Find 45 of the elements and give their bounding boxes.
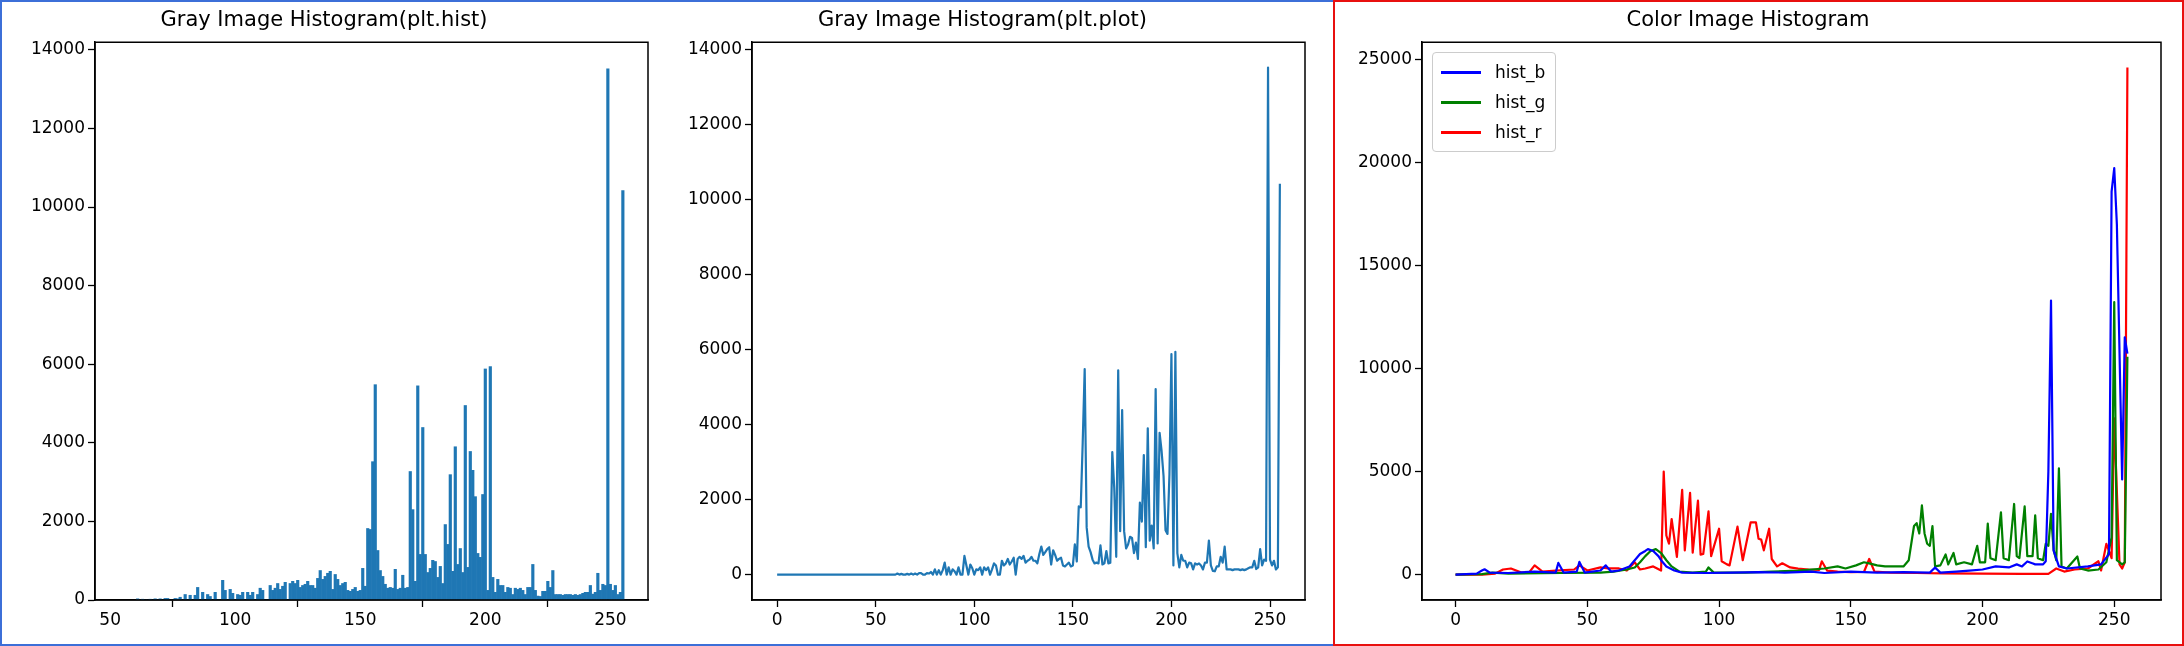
x-tick-label: 0 xyxy=(771,608,783,629)
y-tick-label: 5000 xyxy=(1368,460,1412,481)
x-tick-label: 250 xyxy=(594,608,627,629)
x-tick-label: 200 xyxy=(1966,608,1999,629)
y-tick-label: 0 xyxy=(74,588,85,609)
y-tick-label: 12000 xyxy=(687,112,742,133)
x-tick-label: 0 xyxy=(1450,608,1462,629)
y-tick-label: 6000 xyxy=(41,352,85,373)
x-tick-label: 150 xyxy=(344,608,377,629)
y-tick-label: 10000 xyxy=(30,195,85,216)
y-tick-label: 10000 xyxy=(687,188,742,208)
x-tick-label: 100 xyxy=(1702,608,1736,629)
x-tick-label: 100 xyxy=(958,608,991,629)
y-tick-label: 0 xyxy=(1401,563,1412,584)
x-tick-label: 50 xyxy=(1576,608,1599,629)
x-tick-label: 150 xyxy=(1834,608,1867,629)
chart-title: Color Image Histogram xyxy=(1626,7,1870,32)
chart-title: Gray Image Histogram(plt.hist) xyxy=(160,7,488,32)
y-tick-label: 4000 xyxy=(41,431,85,452)
x-tick-label: 100 xyxy=(218,608,252,629)
y-tick-label: 8000 xyxy=(41,274,85,295)
x-tick-label: 250 xyxy=(1253,608,1287,629)
legend-label: hist_g xyxy=(1495,92,1546,113)
x-tick-label: 250 xyxy=(2098,608,2131,629)
chart-title: Gray Image Histogram(plt.plot) xyxy=(818,7,1147,32)
y-tick-label: 14000 xyxy=(687,37,742,58)
x-tick-label: 50 xyxy=(864,608,887,629)
y-tick-label: 4000 xyxy=(698,413,742,434)
x-tick-label: 200 xyxy=(469,608,502,629)
x-tick-label: 200 xyxy=(1155,608,1188,629)
y-tick-label: 25000 xyxy=(1357,47,1412,68)
y-tick-label: 15000 xyxy=(1357,253,1412,274)
y-tick-label: 0 xyxy=(731,563,742,584)
y-tick-label: 10000 xyxy=(1357,357,1412,378)
legend-label: hist_b xyxy=(1495,62,1546,83)
y-tick-label: 8000 xyxy=(698,263,742,284)
y-tick-label: 2000 xyxy=(698,488,742,509)
legend-label: hist_r xyxy=(1495,122,1542,143)
y-tick-label: 12000 xyxy=(30,116,85,137)
y-tick-label: 20000 xyxy=(1357,150,1412,171)
x-tick-label: 50 xyxy=(99,608,121,629)
y-tick-label: 2000 xyxy=(41,509,85,530)
y-tick-label: 6000 xyxy=(698,338,742,359)
y-tick-label: 14000 xyxy=(30,38,85,59)
x-tick-label: 150 xyxy=(1056,608,1090,629)
